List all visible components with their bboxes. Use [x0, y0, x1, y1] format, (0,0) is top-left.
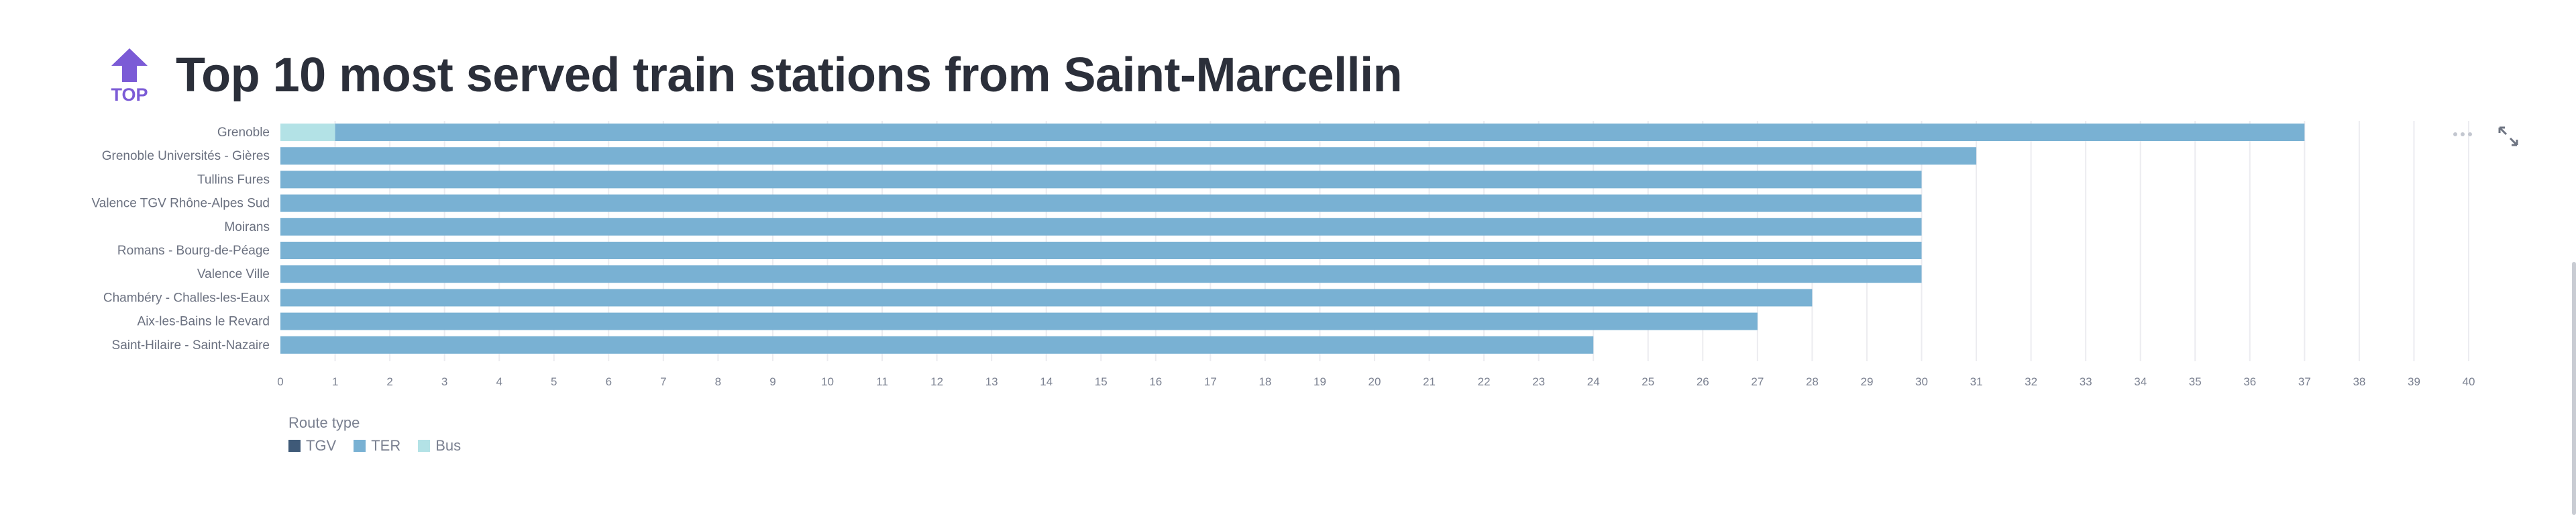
x-tick-label: 12 — [930, 375, 943, 388]
x-tick-label: 26 — [1697, 375, 1709, 388]
x-tick-label: 6 — [606, 375, 612, 388]
expand-icon[interactable] — [2497, 125, 2520, 148]
legend-item-bus[interactable]: Bus — [418, 437, 461, 455]
legend-swatch — [418, 440, 431, 452]
top-logo-text: TOP — [111, 85, 148, 103]
category-labels: Grenoble Grenoble Universités - Gières Tul… — [92, 126, 270, 353]
x-tick-label: 37 — [2298, 375, 2311, 388]
x-tick-label: 9 — [769, 375, 775, 388]
x-tick-label: 10 — [821, 375, 834, 388]
bar-ter[interactable] — [280, 147, 1977, 165]
legend-item-tgv[interactable]: TGV — [288, 437, 336, 455]
x-tick-label: 5 — [551, 375, 557, 388]
x-tick-label: 1 — [332, 375, 338, 388]
category-label: Romans - Bourg-de-Péage — [117, 244, 270, 258]
legend-item-ter[interactable]: TER — [354, 437, 400, 455]
bar-ter[interactable] — [280, 194, 1922, 212]
x-tick-label: 4 — [496, 375, 502, 388]
category-label: Aix-les-Bains le Revard — [138, 315, 270, 329]
x-tick-label: 33 — [2080, 375, 2092, 388]
x-tick-label: 11 — [876, 375, 888, 388]
bar-bus[interactable] — [280, 124, 335, 141]
x-tick-label: 38 — [2353, 375, 2365, 388]
page-scrollbar[interactable] — [2572, 262, 2576, 515]
x-tick-label: 27 — [1751, 375, 1764, 388]
x-tick-label: 17 — [1204, 375, 1217, 388]
x-tick-label: 3 — [441, 375, 447, 388]
category-label: Moirans — [224, 220, 270, 234]
page-title: Top 10 most served train stations from S… — [176, 48, 1403, 102]
x-tick-label: 2 — [386, 375, 392, 388]
category-label: Grenoble Universités - Gières — [102, 149, 270, 163]
x-tick-label: 30 — [1915, 375, 1928, 388]
bar-chart: 0 1 2 3 4 5 6 7 8 9 10 11 12 13 14 15 16 17 18 19 20 21 22 23 24… — [92, 121, 2475, 388]
legend-swatch — [288, 440, 301, 452]
legend-swatch — [354, 440, 366, 452]
x-tick-label: 15 — [1095, 375, 1108, 388]
chart-header: TOP Top 10 most served train stations fr… — [107, 42, 1403, 109]
legend-label: TER — [371, 437, 401, 454]
x-tick-label: 32 — [2025, 375, 2037, 388]
x-tick-label: 36 — [2243, 375, 2256, 388]
bar-ter[interactable] — [280, 242, 1922, 259]
x-tick-label: 21 — [1423, 375, 1436, 388]
category-label: Grenoble — [217, 126, 270, 140]
x-tick-label: 18 — [1258, 375, 1271, 388]
legend-label: Bus — [435, 437, 462, 454]
x-tick-label: 0 — [277, 375, 283, 388]
x-tick-label: 7 — [660, 375, 666, 388]
legend-items: TGV TER Bus — [288, 437, 461, 455]
bar-ter[interactable] — [280, 171, 1922, 189]
legend-label: TGV — [306, 437, 337, 454]
x-tick-label: 29 — [1860, 375, 1873, 388]
x-tick-label: 14 — [1040, 375, 1053, 388]
x-tick-label: 35 — [2189, 375, 2202, 388]
x-tick-label: 16 — [1149, 375, 1162, 388]
x-tick-label: 20 — [1368, 375, 1381, 388]
bar-ter[interactable] — [280, 312, 1758, 330]
category-label: Valence TGV Rhône-Alpes Sud — [92, 197, 270, 211]
legend: Route type TGV TER Bus — [288, 414, 461, 455]
x-tick-label: 19 — [1313, 375, 1326, 388]
bar-ter[interactable] — [335, 124, 2305, 141]
category-label: Valence Ville — [197, 267, 270, 281]
x-tick-label: 22 — [1478, 375, 1491, 388]
legend-title: Route type — [288, 414, 360, 431]
bar-ter[interactable] — [280, 265, 1922, 283]
category-label: Saint-Hilaire - Saint-Nazaire — [112, 338, 270, 353]
bar-ter[interactable] — [280, 289, 1813, 307]
bar-ter[interactable] — [280, 218, 1922, 236]
x-tick-label: 34 — [2134, 375, 2147, 388]
category-label: Chambéry - Challes-les-Eaux — [103, 291, 270, 305]
x-tick-label: 23 — [1532, 375, 1545, 388]
x-tick-label: 40 — [2463, 375, 2475, 388]
bars — [280, 124, 2305, 354]
category-label: Tullins Fures — [197, 173, 270, 187]
x-tick-label: 39 — [2408, 375, 2420, 388]
x-tick-label: 31 — [1970, 375, 1983, 388]
x-tick-label: 24 — [1587, 375, 1600, 388]
more-options-icon[interactable] — [2451, 128, 2474, 141]
x-tick-label: 28 — [1806, 375, 1819, 388]
top-arrow-icon: TOP — [111, 48, 148, 103]
x-axis-ticks: 0 1 2 3 4 5 6 7 8 9 10 11 12 13 14 15 16 17 18 19 20 21 22 23 24… — [277, 375, 2475, 388]
x-tick-label: 13 — [985, 375, 998, 388]
x-tick-label: 25 — [1642, 375, 1654, 388]
bar-ter[interactable] — [280, 336, 1594, 354]
x-tick-label: 8 — [715, 375, 721, 388]
